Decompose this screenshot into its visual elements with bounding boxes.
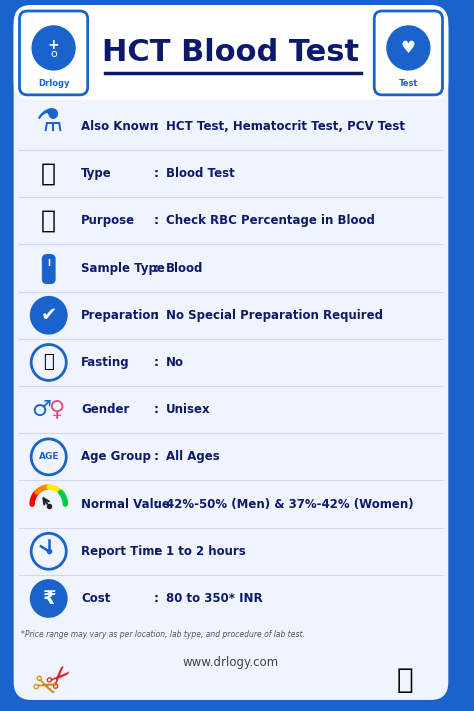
Text: I: I [47,259,50,267]
Text: Fasting: Fasting [81,356,129,369]
Text: www.drlogy.com: www.drlogy.com [183,656,279,668]
FancyBboxPatch shape [14,10,448,700]
Text: :: : [154,214,158,228]
Circle shape [32,26,75,70]
Text: :: : [154,167,158,180]
Text: Age Group: Age Group [81,450,151,464]
Text: AGE: AGE [38,452,59,461]
Circle shape [31,580,66,616]
Text: Unisex: Unisex [166,403,210,416]
Text: Test: Test [399,80,418,88]
Text: HCT Blood Test: HCT Blood Test [102,38,360,68]
Text: 42%-50% (Men) & 37%-42% (Women): 42%-50% (Men) & 37%-42% (Women) [166,498,413,510]
Text: :: : [154,498,158,510]
Text: :: : [154,309,158,322]
Text: ✔: ✔ [41,306,57,325]
Text: No: No [166,356,184,369]
Text: All Ages: All Ages [166,450,219,464]
FancyBboxPatch shape [374,11,443,95]
Text: Cost: Cost [81,592,110,605]
Text: *Price range may vary as per location, lab type, and procedure of lab test.: *Price range may vary as per location, l… [21,629,305,638]
Text: No Special Preparation Required: No Special Preparation Required [166,309,383,322]
Text: Drlogy: Drlogy [38,80,69,88]
Text: Blood: Blood [166,262,203,274]
Circle shape [31,297,66,333]
Text: Type: Type [81,167,112,180]
Text: 1 to 2 hours: 1 to 2 hours [166,545,246,557]
Text: HCT Test, Hematocrit Test, PCV Test: HCT Test, Hematocrit Test, PCV Test [166,120,405,133]
Text: Check RBC Percentage in Blood: Check RBC Percentage in Blood [166,214,374,228]
Text: 🍽: 🍽 [43,353,54,371]
Text: :: : [154,356,158,369]
Text: 🔍: 🔍 [396,666,413,694]
FancyBboxPatch shape [43,255,55,283]
Text: Preparation: Preparation [81,309,160,322]
Text: Sample Type: Sample Type [81,262,165,274]
Text: Blood Test: Blood Test [166,167,235,180]
Text: ♀: ♀ [48,400,64,419]
Text: ₹: ₹ [42,589,55,608]
Text: +: + [48,38,59,52]
Text: Normal Value: Normal Value [81,498,170,510]
Text: :: : [154,403,158,416]
Text: 🔬: 🔬 [41,161,56,186]
Text: ♂: ♂ [31,400,51,419]
Text: Also Known: Also Known [81,120,158,133]
Text: :: : [154,262,158,274]
FancyBboxPatch shape [19,11,88,95]
Text: Purpose: Purpose [81,214,135,228]
Text: o: o [50,49,57,59]
Text: ♥: ♥ [401,39,416,57]
Circle shape [387,26,430,70]
Text: Gender: Gender [81,403,129,416]
Text: :: : [154,120,158,133]
FancyBboxPatch shape [14,5,448,100]
Text: :: : [154,450,158,464]
Text: 80 to 350* INR: 80 to 350* INR [166,592,262,605]
Text: :: : [154,592,158,605]
Text: 💡: 💡 [41,209,56,233]
Text: ✂: ✂ [41,658,80,697]
Text: ⚗: ⚗ [35,109,63,138]
Text: Report Time: Report Time [81,545,162,557]
Text: :: : [154,545,158,557]
Text: ✂: ✂ [27,670,61,706]
